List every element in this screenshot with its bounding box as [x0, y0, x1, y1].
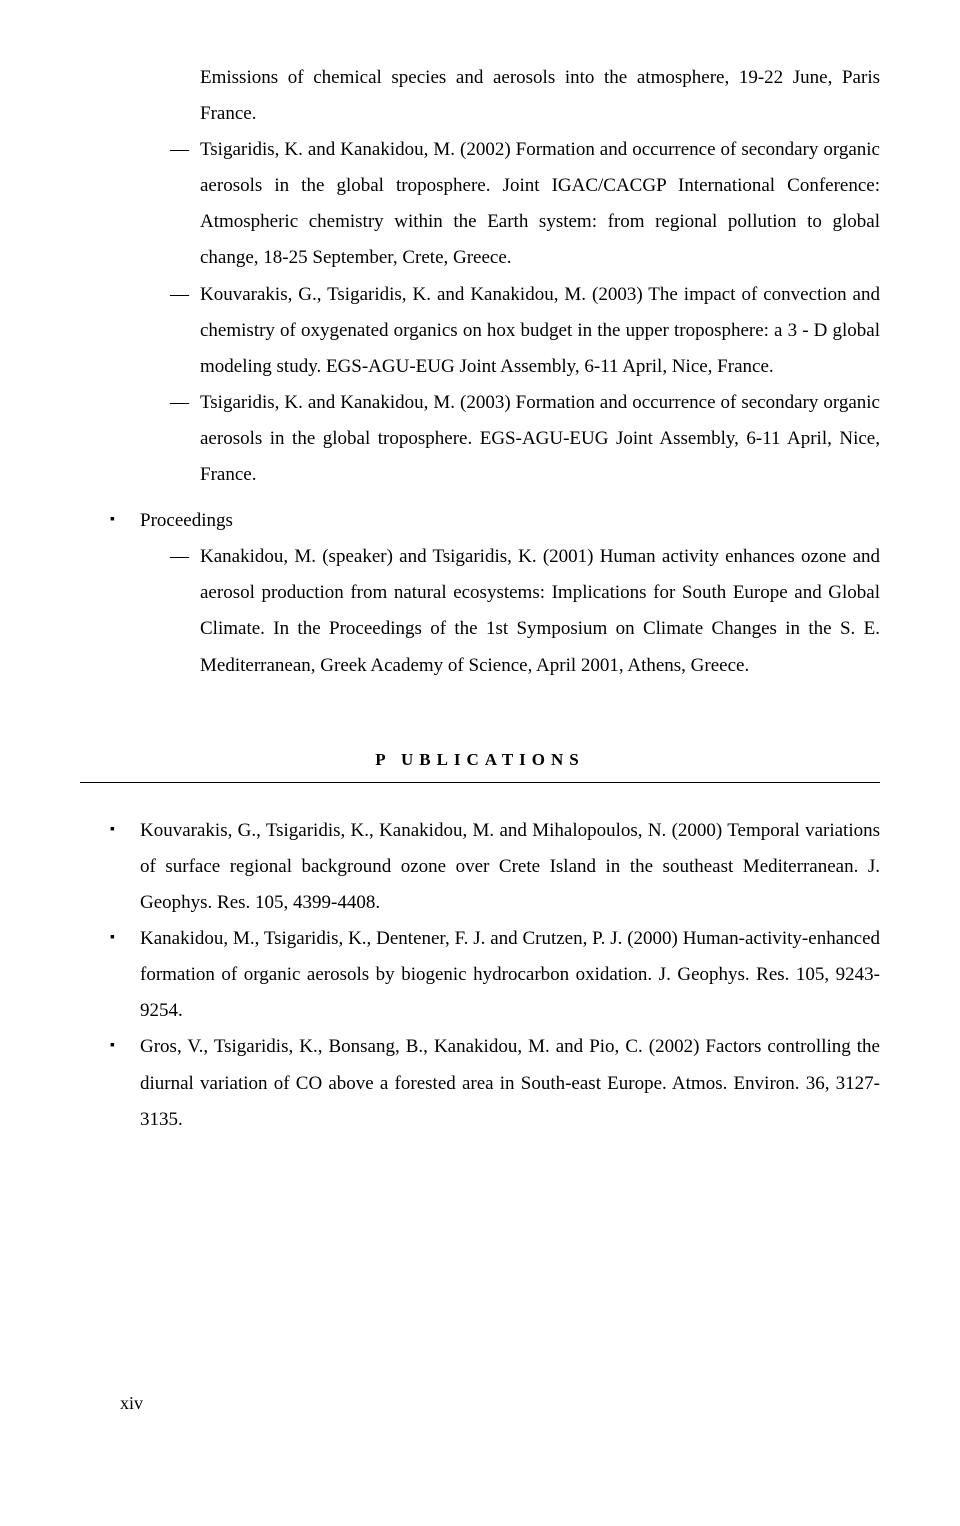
proceedings-list: Kanakidou, M. (speaker) and Tsigaridis, … [140, 539, 880, 683]
proceedings-section: Proceedings Kanakidou, M. (speaker) and … [80, 503, 880, 683]
presentation-item: Tsigaridis, K. and Kanakidou, M. (2002) … [170, 132, 880, 276]
publication-item: Kouvarakis, G., Tsigaridis, K., Kanakido… [110, 813, 880, 921]
presentation-item: Tsigaridis, K. and Kanakidou, M. (2003) … [170, 385, 880, 493]
presentation-item: Kouvarakis, G., Tsigaridis, K. and Kanak… [170, 277, 880, 385]
publication-item: Gros, V., Tsigaridis, K., Bonsang, B., K… [110, 1029, 880, 1137]
publication-text: Kanakidou, M., Tsigaridis, K., Dentener,… [140, 928, 880, 1021]
publication-text: Kouvarakis, G., Tsigaridis, K., Kanakido… [140, 820, 880, 913]
publications-list: Kouvarakis, G., Tsigaridis, K., Kanakido… [80, 813, 880, 1138]
proceedings-text: Kanakidou, M. (speaker) and Tsigaridis, … [200, 546, 880, 675]
presentation-item: Emissions of chemical species and aeroso… [170, 60, 880, 132]
publication-text: Gros, V., Tsigaridis, K., Bonsang, B., K… [140, 1036, 880, 1129]
page-number: xiv [120, 1386, 143, 1420]
presentation-text: Tsigaridis, K. and Kanakidou, M. (2003) … [200, 392, 880, 485]
proceedings-label: Proceedings [140, 510, 233, 531]
publication-item: Kanakidou, M., Tsigaridis, K., Dentener,… [110, 921, 880, 1029]
heading-rule [80, 782, 880, 783]
publications-heading: P UBLICATIONS [80, 744, 880, 776]
presentation-text: Kouvarakis, G., Tsigaridis, K. and Kanak… [200, 284, 880, 377]
presentation-text: Emissions of chemical species and aeroso… [200, 67, 880, 124]
presentation-text: Tsigaridis, K. and Kanakidou, M. (2002) … [200, 139, 880, 268]
presentation-list: Emissions of chemical species and aeroso… [80, 60, 880, 493]
proceedings-label-item: Proceedings Kanakidou, M. (speaker) and … [110, 503, 880, 683]
proceedings-item: Kanakidou, M. (speaker) and Tsigaridis, … [170, 539, 880, 683]
